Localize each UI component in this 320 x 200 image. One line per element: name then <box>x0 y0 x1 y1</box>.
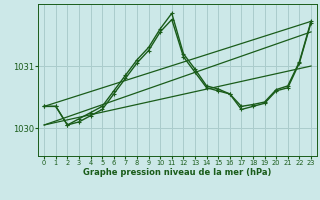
X-axis label: Graphe pression niveau de la mer (hPa): Graphe pression niveau de la mer (hPa) <box>84 168 272 177</box>
